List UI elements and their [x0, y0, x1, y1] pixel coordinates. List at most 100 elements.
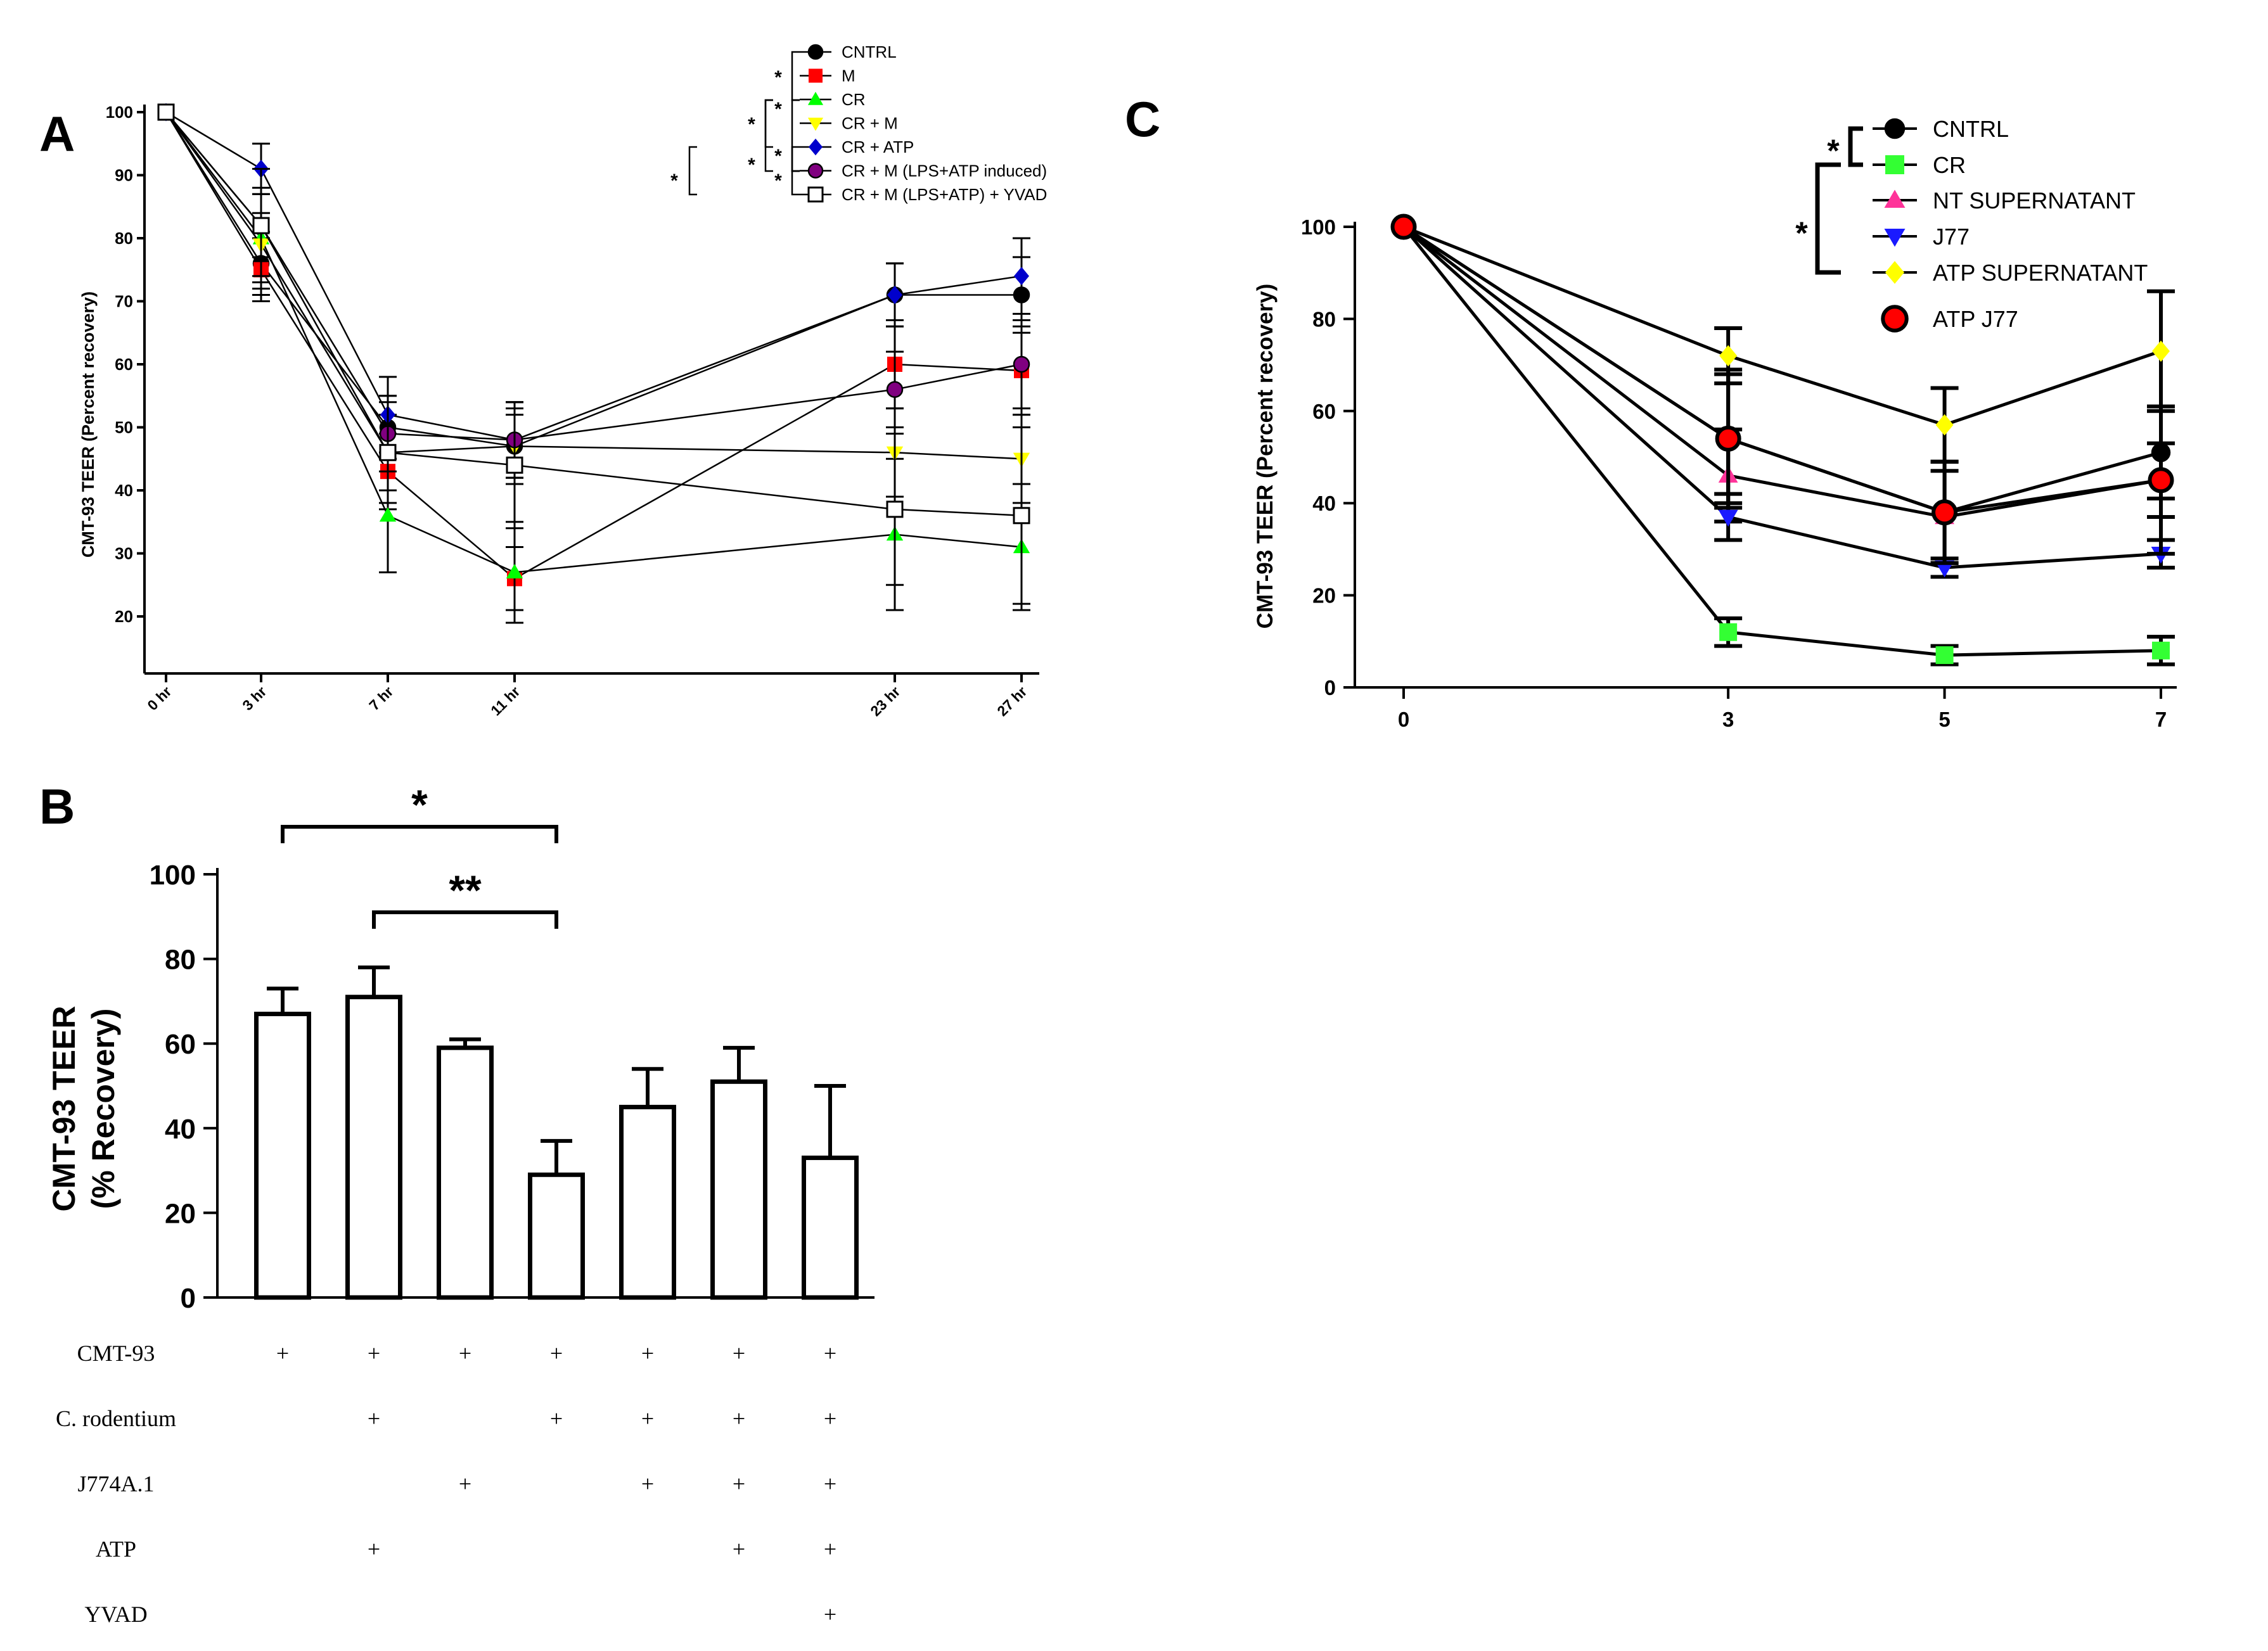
panel-c-point — [1932, 499, 1958, 526]
panel-b-bar — [345, 995, 402, 1300]
panel-b-bar — [802, 1156, 859, 1300]
panel-a-chart: CMT-93 TEER (Percent recovery) 20 30 40 50 6… — [79, 42, 1047, 719]
panel-c-point — [1935, 414, 1954, 436]
panel-b-condition-mark: + — [733, 1406, 745, 1431]
panel-a-significance-star: * — [774, 99, 782, 120]
panel-c-point — [2152, 340, 2170, 362]
panel-letter-b: B — [39, 779, 75, 834]
panel-a-y-tick-label: 40 — [115, 481, 133, 500]
panel-b-bar — [254, 1011, 311, 1300]
panel-b-y-tick-label: 100 — [150, 860, 196, 891]
panel-c-x-tick-label: 0 — [1398, 708, 1409, 731]
panel-a-x-tick-label: 7 hr — [366, 683, 396, 713]
panel-a-point — [252, 217, 270, 234]
panel-c-legend-marker — [1885, 155, 1904, 174]
panel-a-x-tick-label: 0 hr — [144, 683, 174, 713]
panel-a-point — [379, 507, 397, 522]
panel-b-condition-mark: + — [733, 1536, 745, 1562]
panel-b-condition-mark: + — [824, 1536, 836, 1562]
panel-b-y-tick-label: 20 — [165, 1198, 196, 1229]
panel-a-legend-label: CR + M — [842, 114, 898, 133]
panel-a-significance-star: * — [748, 114, 755, 135]
panel-a-significance-star: * — [774, 146, 782, 167]
panel-a-significance-star: * — [670, 170, 678, 191]
panel-b-condition-mark: + — [459, 1471, 471, 1496]
panel-a-significance-bracket — [791, 51, 800, 101]
panel-b-bar-group — [710, 1045, 767, 1300]
panel-b-condition-mark: + — [824, 1471, 836, 1496]
panel-a-legend-label: CR + M (LPS+ATP induced) — [842, 162, 1047, 181]
panel-c-series-line — [1402, 225, 2162, 514]
panel-a-point — [1013, 507, 1030, 525]
panel-a-legend-label: CR + M (LPS+ATP) + YVAD — [842, 185, 1047, 204]
panel-c-y-tick-label: 60 — [1312, 400, 1336, 423]
panel-c-legend-marker — [1884, 189, 1906, 208]
panel-a-legend-marker — [807, 91, 824, 105]
panel-b-bar-group — [619, 1067, 676, 1300]
panel-c-legend-label: ATP J77 — [1933, 306, 2018, 332]
panel-a-significance-bracket — [764, 99, 773, 172]
panel-a-point — [506, 564, 523, 578]
panel-b-bar-group — [254, 986, 311, 1300]
panel-b-condition-mark: + — [368, 1341, 380, 1366]
panel-a-x-tick-label: 23 hr — [867, 683, 903, 719]
panel-a-point — [886, 381, 904, 398]
panel-c-x-tick-label: 3 — [1722, 708, 1734, 731]
panel-a-significance-star: * — [748, 155, 755, 175]
panel-c-point — [1719, 345, 1738, 367]
panel-b-bar — [528, 1172, 585, 1300]
panel-c-legend-marker — [1881, 305, 1909, 333]
panel-c-point — [2148, 467, 2174, 494]
panel-c-legend-marker — [1884, 229, 1906, 247]
panel-a-significance-star: * — [774, 170, 782, 191]
panel-b-condition-mark: + — [550, 1406, 563, 1431]
panel-b-y-axis-subtitle: (% Recovery) — [86, 1009, 121, 1209]
panel-a-y-tick-label: 50 — [115, 418, 133, 437]
panel-c-legend-label: J77 — [1933, 224, 1970, 250]
panel-c-legend-marker — [1884, 118, 1906, 139]
panel-letter-c: C — [1125, 91, 1160, 147]
panel-c-significance-star: * — [1827, 133, 1840, 169]
panel-b-condition-mark: + — [641, 1341, 654, 1366]
panel-b-significance-bracket — [281, 825, 558, 843]
panel-a-legend-label: M — [842, 67, 855, 86]
panel-b-condition-mark: + — [641, 1406, 654, 1431]
panel-b-bar-group — [528, 1138, 585, 1300]
panel-c-y-tick-label: 80 — [1312, 307, 1336, 331]
panel-b-y-tick-label: 0 — [181, 1283, 196, 1314]
panel-a-series-line — [165, 112, 1022, 517]
panel-a-significance-bracket — [791, 146, 800, 172]
panel-a-significance-bracket — [688, 146, 697, 196]
panel-a-point — [379, 443, 397, 461]
panel-b-condition-mark: + — [368, 1406, 380, 1431]
panel-b-y-tick-label: 40 — [165, 1114, 196, 1145]
panel-b-bar — [710, 1079, 767, 1300]
panel-c-y-axis-title: CMT-93 TEER (Percent recovery) — [1253, 284, 1278, 629]
panel-c-x-tick-label: 5 — [1938, 708, 1950, 731]
panel-c-series-line — [1403, 225, 2162, 427]
panel-a-point — [1013, 355, 1030, 373]
panel-a-series-line — [165, 112, 1022, 460]
panel-c-point — [1715, 425, 1741, 452]
panel-c-y-tick-label: 100 — [1301, 215, 1336, 239]
panel-b-significance-star: * — [411, 781, 428, 828]
panel-c-y-tick-label: 40 — [1312, 492, 1336, 515]
panel-a-point — [157, 103, 175, 121]
panel-a-legend-marker — [807, 44, 824, 60]
panel-b-y-tick-label: 80 — [165, 945, 196, 976]
panel-c-point — [2152, 641, 2170, 660]
panel-b-condition-mark: + — [733, 1341, 745, 1366]
panel-a-point — [886, 500, 904, 518]
panel-c-chart: CMT-93 TEER (Percent recovery) 0 20 40 60 80… — [1253, 116, 2177, 731]
panel-b-condition-mark: + — [550, 1341, 563, 1366]
panel-b-condition-mark: + — [641, 1471, 654, 1496]
panel-b-condition-label: C. rodentium — [56, 1406, 176, 1431]
panel-b-condition-mark: + — [459, 1341, 471, 1366]
panel-a-y-tick-label: 60 — [115, 355, 133, 374]
panel-c-legend-label: CNTRL — [1933, 116, 2009, 142]
panel-b-condition-mark: + — [824, 1602, 836, 1627]
panel-c-series — [1395, 216, 2175, 464]
panel-b-condition-mark: + — [368, 1536, 380, 1562]
panel-c-legend-label: NT SUPERNATANT — [1933, 188, 2136, 214]
